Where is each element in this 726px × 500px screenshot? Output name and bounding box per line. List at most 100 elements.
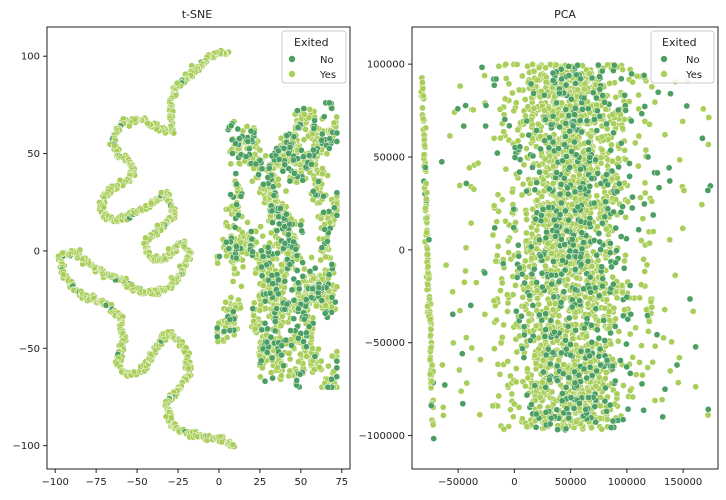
pca-point-no — [531, 186, 539, 194]
tsne-point-yes — [238, 283, 245, 290]
pca-point-yes — [574, 86, 582, 94]
pca-point-no — [610, 129, 617, 137]
pca-point-yes — [536, 393, 544, 401]
tsne-point-no — [320, 113, 328, 121]
pca-point-yes — [552, 61, 560, 69]
pca-point-yes — [650, 228, 657, 235]
tsne-point-no — [264, 174, 272, 181]
pca-point-yes — [530, 104, 538, 112]
pca-point-yes — [481, 72, 488, 79]
pca-point-yes — [580, 85, 588, 93]
pca-point-yes — [426, 316, 434, 323]
pca-point-no — [520, 354, 528, 361]
pca-point-yes — [638, 342, 645, 349]
pca-point-no — [556, 190, 564, 198]
pca-point-yes — [658, 396, 666, 404]
tsne-point-yes — [251, 325, 259, 333]
tsne-point-yes — [180, 243, 188, 250]
pca-point-yes — [647, 298, 655, 306]
pca-point-yes — [523, 229, 530, 237]
tsne-point-no — [280, 144, 288, 152]
tsne-point-no — [310, 146, 317, 154]
pca-point-yes — [636, 294, 644, 302]
y-tick-label: −100 — [13, 441, 40, 452]
pca-point-no — [541, 333, 549, 340]
pca-point-yes — [542, 168, 550, 176]
tsne-point-yes — [333, 348, 341, 356]
pca-point-yes — [420, 151, 428, 158]
tsne-point-no — [295, 285, 303, 293]
pca-point-yes — [467, 219, 475, 227]
tsne-point-yes — [326, 218, 334, 226]
pca-point-yes — [666, 367, 674, 375]
tsne-point-no — [278, 351, 285, 359]
pca-point-yes — [613, 294, 621, 302]
pca-point-yes — [422, 195, 430, 203]
tsne-point-no — [252, 160, 260, 168]
tsne-point-no — [328, 308, 335, 316]
pca-point-yes — [533, 287, 541, 295]
pca-point-yes — [525, 317, 533, 325]
tsne-point-no — [281, 161, 289, 169]
pca-point-no — [599, 219, 606, 227]
pca-point-yes — [542, 262, 549, 270]
pca-point-yes — [456, 366, 463, 374]
pca-point-yes — [509, 89, 516, 97]
tsne-point-no — [302, 296, 310, 303]
pca-point-yes — [632, 324, 639, 332]
tsne-point-no — [298, 227, 305, 235]
tsne-point-no — [281, 239, 289, 247]
tsne-point-no — [277, 205, 284, 212]
pca-point-yes — [508, 390, 516, 398]
pca-point-no — [542, 408, 550, 416]
tsne-point-no — [300, 105, 308, 112]
pca-point-yes — [632, 371, 640, 378]
pca-point-no — [521, 279, 528, 287]
pca-point-yes — [535, 161, 543, 169]
pca-point-no — [529, 302, 537, 309]
pca-point-yes — [661, 131, 669, 139]
tsne-point-yes — [262, 304, 269, 312]
pca-point-yes — [492, 257, 500, 265]
tsne-point-no — [264, 244, 272, 251]
pca-point-yes — [679, 225, 687, 232]
tsne-point-yes — [259, 232, 267, 240]
tsne-point-no — [305, 323, 313, 330]
tsne-point-no — [330, 204, 338, 212]
pca-point-yes — [533, 226, 541, 234]
pca-point-yes — [698, 201, 706, 208]
pca-point-yes — [499, 196, 506, 204]
pca-point-yes — [651, 397, 659, 404]
pca-point-yes — [513, 348, 521, 356]
tsne-point-no — [293, 377, 301, 384]
tsne-point-yes — [259, 282, 267, 289]
pca-point-yes — [546, 61, 554, 68]
tsne-point-yes — [222, 298, 230, 306]
tsne-point-no — [248, 235, 256, 243]
tsne-point-yes — [229, 278, 237, 285]
tsne-point-no — [318, 297, 326, 304]
tsne-point-no — [328, 375, 335, 383]
pca-point-yes — [509, 413, 517, 421]
tsne-point-no — [311, 353, 319, 360]
pca-point-yes — [622, 213, 629, 221]
pca-point-yes — [519, 293, 527, 301]
tsne-point-no — [247, 228, 255, 235]
tsne-point-no — [315, 284, 323, 292]
pca-point-yes — [598, 146, 606, 154]
pca-point-yes — [619, 66, 626, 73]
pca-point-yes — [419, 104, 426, 112]
tsne-point-no — [302, 329, 310, 337]
tsne-point-no — [333, 211, 341, 219]
pca-point-yes — [500, 321, 507, 329]
pca-point-yes — [539, 176, 547, 184]
pca-point-yes — [462, 267, 469, 275]
tsne-point-no — [333, 357, 341, 365]
pca-point-yes — [509, 188, 516, 196]
pca-point-yes — [466, 164, 473, 172]
tsne-point-yes — [309, 345, 316, 352]
pca-point-yes — [519, 180, 527, 188]
pca-point-yes — [660, 334, 667, 342]
tsne-point-yes — [282, 187, 290, 195]
pca-point-yes — [680, 187, 688, 194]
